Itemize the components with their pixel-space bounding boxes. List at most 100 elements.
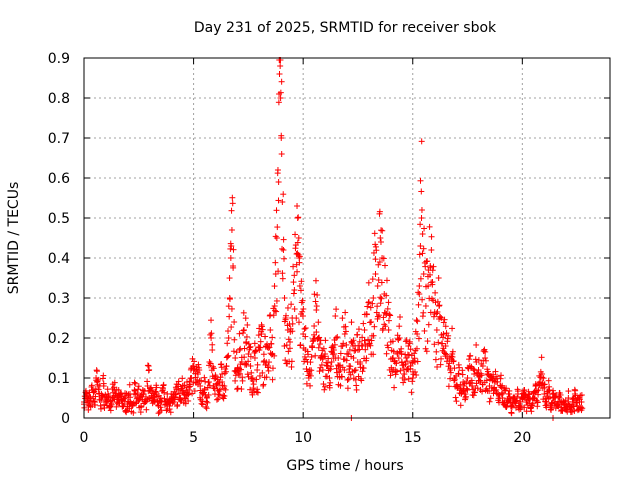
data-points (81, 57, 586, 421)
data-point (333, 306, 340, 313)
data-point (166, 406, 173, 413)
data-point (362, 346, 369, 353)
data-point (370, 351, 377, 358)
data-point (412, 328, 419, 335)
data-point (463, 378, 470, 385)
data-point (478, 372, 485, 379)
data-point (375, 276, 382, 283)
data-point (289, 328, 296, 335)
data-point (275, 99, 282, 106)
data-point (226, 275, 233, 282)
data-point (271, 307, 278, 314)
data-point (224, 328, 231, 335)
data-point (457, 402, 464, 409)
data-point (127, 394, 134, 401)
data-point (381, 309, 388, 316)
data-point (241, 354, 248, 361)
data-point (224, 353, 231, 360)
data-point (311, 323, 318, 329)
data-point (294, 215, 301, 221)
data-point (367, 304, 374, 311)
data-point (445, 332, 452, 339)
data-point (343, 341, 350, 348)
data-point (312, 277, 319, 284)
data-point (453, 398, 460, 405)
data-point (404, 358, 411, 365)
data-point (372, 271, 379, 277)
data-point (342, 328, 349, 335)
data-point (443, 351, 450, 358)
data-point (466, 356, 473, 363)
data-point (250, 381, 257, 388)
data-point (187, 375, 194, 382)
data-point (312, 352, 319, 359)
data-point (421, 225, 428, 232)
data-point (565, 398, 572, 405)
data-point (267, 327, 274, 333)
data-point (210, 365, 217, 372)
data-point (413, 372, 420, 379)
data-point (379, 227, 386, 234)
x-axis-label: GPS time / hours (286, 458, 403, 474)
data-point (249, 391, 256, 398)
data-point (340, 340, 347, 347)
data-point (135, 386, 142, 393)
data-point (414, 358, 421, 365)
data-point (445, 383, 452, 390)
data-point (320, 345, 327, 352)
x-tick-label: 20 (513, 430, 531, 446)
data-point (282, 312, 289, 319)
data-point (482, 357, 489, 364)
data-point (233, 349, 240, 356)
data-point (185, 397, 192, 404)
data-point (307, 372, 314, 379)
data-point (247, 343, 254, 350)
data-point (223, 363, 230, 370)
data-point (208, 317, 215, 324)
data-point (423, 348, 430, 355)
data-point (451, 377, 458, 384)
data-point (267, 350, 274, 357)
data-point (418, 138, 425, 145)
data-point (434, 308, 441, 315)
data-point (251, 388, 258, 395)
data-point (131, 379, 138, 386)
data-point (406, 338, 413, 345)
data-point (347, 363, 354, 370)
data-point (578, 392, 585, 399)
data-point (228, 324, 235, 331)
data-point (479, 388, 486, 395)
data-point (144, 378, 151, 385)
data-point (298, 278, 305, 285)
data-point (497, 372, 504, 379)
data-point (322, 383, 329, 390)
data-point (126, 381, 133, 388)
data-point (288, 301, 295, 308)
data-point (290, 279, 297, 286)
data-point (254, 367, 261, 373)
data-point (419, 250, 426, 257)
data-point (269, 365, 276, 372)
data-point (574, 402, 581, 409)
data-point (528, 408, 535, 415)
data-point (384, 305, 391, 312)
data-point (525, 388, 532, 395)
data-point (371, 230, 378, 237)
data-point (385, 299, 392, 306)
data-point (241, 345, 248, 352)
data-point (266, 344, 273, 351)
data-point (115, 387, 122, 394)
data-point (277, 95, 284, 101)
data-point (275, 197, 282, 204)
data-point (377, 235, 384, 241)
data-point (161, 389, 168, 396)
data-point (231, 336, 238, 343)
data-point (273, 308, 280, 315)
data-point (215, 391, 222, 398)
data-point (283, 342, 290, 349)
data-point (579, 405, 586, 412)
data-point (475, 357, 482, 364)
data-point (380, 314, 387, 321)
data-point (466, 380, 473, 387)
data-point (225, 335, 232, 341)
